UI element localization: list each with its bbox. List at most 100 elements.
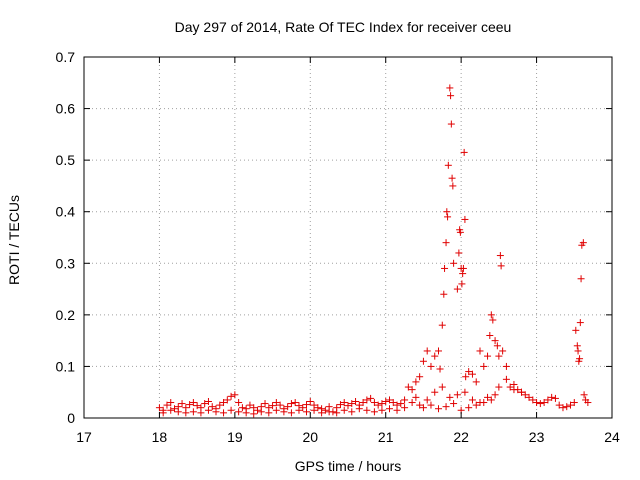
data-point — [261, 400, 269, 408]
data-point — [431, 352, 439, 360]
data-point — [374, 401, 382, 409]
x-tick-label-22: 22 — [453, 429, 469, 445]
data-point — [572, 326, 580, 334]
x-tick-label-18: 18 — [152, 429, 168, 445]
data-point — [378, 400, 386, 408]
data-point — [382, 397, 390, 405]
data-point — [551, 394, 559, 402]
data-point — [468, 370, 476, 378]
data-point — [502, 375, 510, 383]
data-point — [487, 311, 495, 319]
data-point — [419, 357, 427, 365]
y-tick-label-0.1: 0.1 — [56, 358, 76, 374]
data-point — [567, 401, 575, 409]
data-point — [476, 347, 484, 355]
data-point — [544, 396, 552, 404]
data-point — [460, 148, 468, 156]
data-point — [555, 401, 563, 409]
data-point — [370, 399, 378, 407]
data-point — [397, 400, 405, 408]
data-point — [468, 396, 476, 404]
data-point — [484, 393, 492, 401]
data-point — [416, 401, 424, 409]
data-point — [231, 391, 239, 399]
data-point — [499, 347, 507, 355]
data-point — [444, 161, 452, 169]
data-point — [444, 213, 452, 221]
data-point — [476, 399, 484, 407]
data-point — [257, 408, 265, 416]
data-point — [493, 342, 501, 350]
data-point — [577, 275, 585, 283]
data-point — [220, 399, 228, 407]
data-point — [462, 373, 470, 381]
data-point — [291, 399, 299, 407]
data-point — [310, 406, 318, 414]
data-point — [318, 409, 326, 417]
x-tick-label-20: 20 — [302, 429, 318, 445]
data-point — [408, 399, 416, 407]
y-tick-label-0.3: 0.3 — [56, 255, 76, 271]
data-point — [253, 406, 261, 414]
data-point — [276, 401, 284, 409]
data-point — [370, 408, 378, 416]
data-point — [579, 239, 587, 247]
data-point — [480, 362, 488, 370]
data-point — [576, 355, 584, 363]
data-point — [486, 331, 494, 339]
data-point — [246, 401, 254, 409]
data-point — [284, 403, 292, 411]
grid-layer — [84, 57, 612, 418]
data-point — [155, 404, 163, 412]
data-point — [355, 405, 363, 413]
data-point — [401, 396, 409, 404]
data-point — [344, 402, 352, 410]
data-point — [412, 378, 420, 386]
data-point — [193, 402, 201, 410]
y-tick-label-0.7: 0.7 — [56, 49, 76, 65]
x-tick-label-21: 21 — [378, 429, 394, 445]
data-point — [363, 396, 371, 404]
data-point — [450, 259, 458, 267]
x-tick-labels: 17 18 19 20 21 22 23 24 — [76, 429, 620, 445]
data-point — [352, 397, 360, 405]
data-point — [314, 404, 322, 412]
data-point — [525, 393, 533, 401]
data-point — [223, 396, 231, 404]
data-point — [163, 401, 171, 409]
data-point — [340, 406, 348, 414]
data-point — [563, 403, 571, 411]
data-point — [287, 400, 295, 408]
data-point — [299, 404, 307, 412]
data-point — [178, 400, 186, 408]
data-point — [303, 401, 311, 409]
data-point — [272, 399, 280, 407]
ticks-layer — [83, 56, 613, 419]
data-point — [559, 404, 567, 412]
data-point — [431, 388, 439, 396]
data-point — [423, 347, 431, 355]
data-point — [540, 399, 548, 407]
x-tick-label-23: 23 — [529, 429, 545, 445]
data-point — [189, 399, 197, 407]
data-point — [204, 397, 212, 405]
data-point — [449, 182, 457, 190]
y-tick-label-0.2: 0.2 — [56, 307, 76, 323]
data-point — [447, 120, 455, 128]
data-point — [438, 321, 446, 329]
data-point — [436, 365, 444, 373]
data-point — [227, 392, 235, 400]
data-point — [514, 386, 522, 394]
data-point — [340, 399, 348, 407]
data-point — [461, 388, 469, 396]
data-point — [548, 393, 556, 401]
data-point — [333, 409, 341, 417]
data-point — [573, 342, 581, 350]
data-point — [487, 396, 495, 404]
data-point — [453, 391, 461, 399]
data-point — [419, 404, 427, 412]
data-point — [427, 401, 435, 409]
data-point — [517, 388, 525, 396]
